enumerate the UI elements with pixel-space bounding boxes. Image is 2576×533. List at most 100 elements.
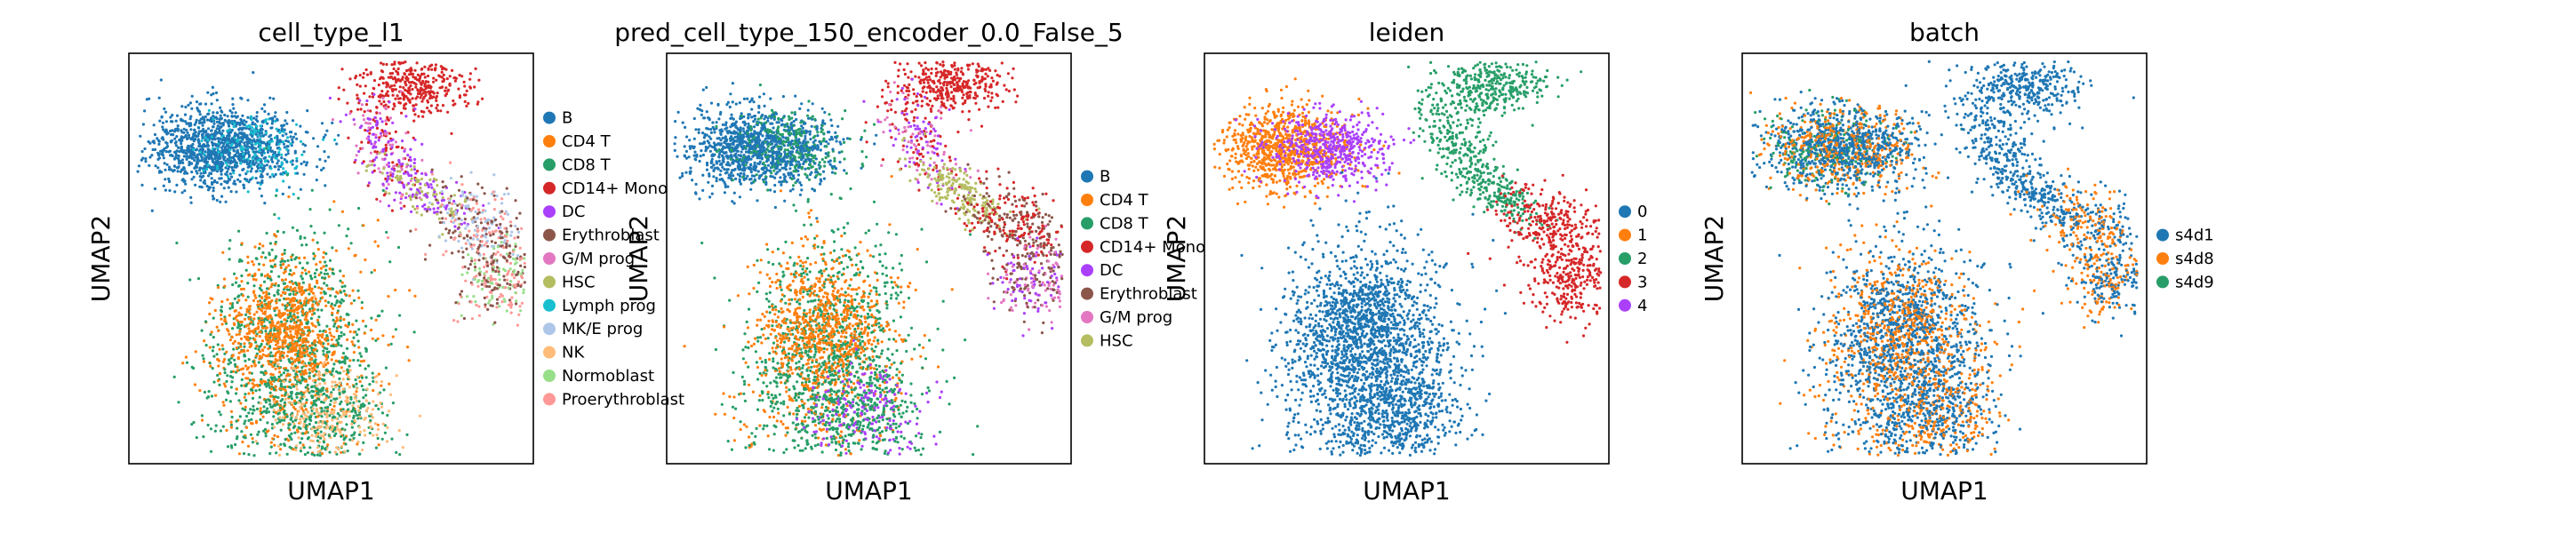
scatter-point [162, 156, 165, 160]
scatter-point [375, 123, 379, 127]
scatter-point [203, 117, 206, 122]
scatter-point [372, 145, 375, 148]
scatter-point [462, 211, 467, 215]
scatter-point [262, 103, 267, 107]
scatter-point [249, 421, 253, 426]
scatter-point [318, 330, 322, 333]
scatter-point [244, 364, 248, 368]
scatter-point [156, 151, 160, 155]
scatter-point [380, 309, 384, 313]
scatter-point [291, 119, 295, 123]
scatter-point [444, 86, 448, 90]
scatter-point [286, 259, 290, 262]
scatter-point [380, 102, 383, 106]
scatter-point [297, 436, 300, 440]
scatter-point [231, 97, 235, 100]
scatter-point [264, 434, 268, 438]
scatter-point [357, 413, 361, 417]
scatter-point [505, 210, 508, 213]
scatter-point [240, 378, 244, 381]
scatter-point [282, 142, 286, 146]
scatter-point [300, 309, 305, 313]
scatter-point [495, 306, 499, 309]
scatter-point [294, 449, 298, 452]
scatter-point [437, 235, 441, 238]
scatter-point [391, 107, 395, 111]
scatter-point [224, 166, 228, 170]
scatter-point [247, 155, 252, 158]
scatter-point [361, 319, 365, 322]
scatter-point [317, 340, 321, 345]
scatter-point [252, 284, 256, 288]
scatter-point [237, 399, 241, 402]
scatter-point [363, 403, 366, 407]
scatter-point [263, 427, 268, 431]
scatter-point [212, 117, 215, 121]
scatter-point [227, 121, 230, 124]
scatter-point [210, 394, 214, 398]
scatter-point [262, 306, 266, 310]
scatter-point [277, 274, 281, 278]
scatter-point [519, 309, 523, 313]
scatter-point [268, 391, 272, 394]
scatter-point [200, 418, 204, 422]
scatter-point [500, 202, 504, 205]
scatter-point [247, 453, 251, 457]
scatter-point [203, 390, 206, 394]
scatter-point [249, 170, 252, 173]
scatter-point [171, 120, 174, 123]
scatter-point [137, 164, 141, 168]
scatter-point [230, 335, 234, 339]
scatter-point [265, 338, 268, 341]
scatter-point [274, 386, 277, 389]
scatter-point [516, 230, 521, 234]
scatter-point [197, 130, 201, 133]
scatter-point [180, 142, 183, 146]
scatter-point [221, 123, 225, 127]
scatter-point [391, 161, 395, 164]
scatter-point [466, 271, 469, 274]
scatter-point [204, 131, 208, 134]
scatter-point [389, 342, 393, 346]
scatter-point [270, 122, 274, 125]
scatter-point [364, 169, 368, 172]
scatter-point [285, 110, 289, 115]
scatter-point [396, 170, 399, 173]
scatter-point [219, 106, 222, 109]
scatter-point [239, 117, 243, 121]
scatter-point [460, 222, 464, 226]
scatter-point [509, 224, 513, 227]
scatter-point [492, 268, 495, 272]
scatter-point [212, 169, 216, 172]
scatter-point [398, 453, 402, 457]
scatter-point [363, 418, 366, 421]
scatter-point [273, 150, 277, 154]
scatter-point [264, 155, 268, 159]
scatter-point [359, 406, 363, 410]
scatter-point [228, 178, 232, 181]
scatter-point [328, 370, 332, 374]
scatter-point [207, 174, 211, 178]
scatter-point [514, 224, 517, 228]
scatter-point [442, 73, 445, 76]
scatter-point [204, 138, 207, 142]
scatter-point [164, 140, 168, 144]
scatter-point [420, 68, 423, 71]
scatter-point [386, 171, 389, 175]
scatter-point [270, 158, 274, 162]
scatter-point [230, 415, 234, 419]
scatter-point [220, 317, 223, 321]
scatter-point [459, 233, 462, 237]
scatter-point [414, 85, 418, 89]
scatter-point [480, 282, 484, 286]
scatter-point [239, 337, 244, 340]
scatter-point [492, 247, 496, 251]
scatter-point [340, 434, 343, 438]
scatter-point [476, 280, 479, 283]
scatter-point [263, 109, 267, 114]
scatter-point [381, 97, 385, 100]
scatter-point [232, 347, 236, 351]
scatter-point [385, 123, 388, 126]
scatter-point [264, 256, 268, 259]
scatter-point [449, 213, 452, 218]
